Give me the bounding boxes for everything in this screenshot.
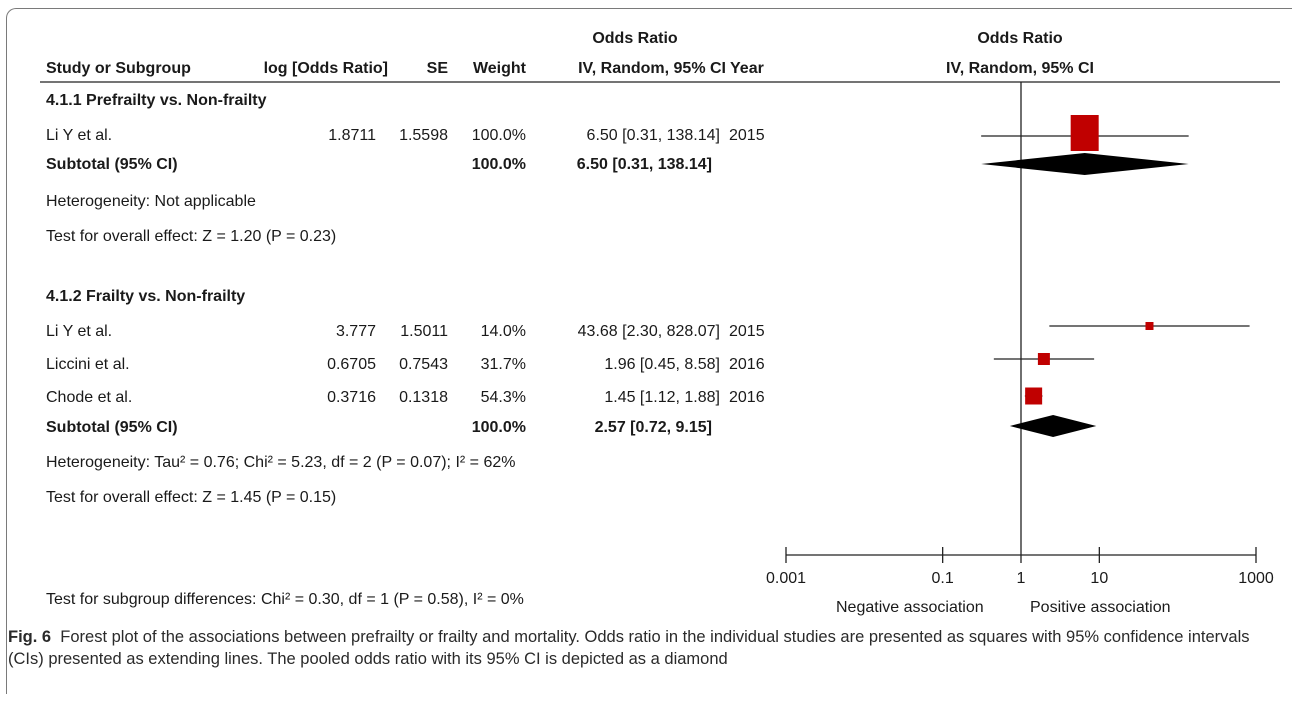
effect-square (1037, 353, 1050, 365)
figure-label: Fig. 6 (8, 628, 52, 646)
study-name: Li Y et al. (46, 323, 113, 340)
study-se: 1.5598 (399, 127, 448, 144)
study-logor: 1.8711 (328, 127, 376, 144)
subgroup-differences-text: Test for subgroup differences: Chi² = 0.… (46, 591, 524, 608)
subtotal-weight: 100.0% (471, 156, 526, 173)
study-logor: 3.777 (335, 323, 376, 340)
study-year: 2015 (729, 323, 765, 340)
study-weight: 31.7% (480, 356, 526, 373)
study-logor: 0.3716 (327, 389, 376, 406)
overall-effect-text: Test for overall effect: Z = 1.45 (P = 0… (46, 489, 337, 506)
col-header-year: Year (730, 60, 764, 77)
col-header-se: SE (426, 60, 448, 77)
subtotal-weight: 100.0% (471, 419, 526, 436)
pooled-diamond (981, 153, 1189, 175)
group-title: 4.1.2 Frailty vs. Non-frailty (46, 288, 246, 305)
x-tick-label: 10 (1090, 570, 1109, 587)
subtotal-label: Subtotal (95% CI) (46, 419, 178, 436)
figure-frame (6, 8, 1292, 694)
study-name: Liccini et al. (46, 356, 130, 373)
plot-header-ci: IV, Random, 95% CI (946, 60, 1094, 77)
group-title: 4.1.1 Prefrailty vs. Non-frailty (46, 92, 267, 109)
figure-caption: Fig. 6 Forest plot of the associations b… (8, 626, 1278, 670)
x-tick-label: 1 (1016, 570, 1026, 587)
plot-header-odds-ratio-top: Odds Ratio (977, 30, 1063, 47)
col-header-study: Study or Subgroup (46, 60, 191, 77)
study-ci: 43.68 [2.30, 828.07] (577, 323, 720, 340)
study-ci: 1.96 [0.45, 8.58] (604, 356, 720, 373)
col-header-odds-ratio-top: Odds Ratio (592, 30, 678, 47)
col-header-ci: IV, Random, 95% CI (578, 60, 726, 77)
subtotal-ci: 6.50 [0.31, 138.14] (576, 156, 712, 173)
x-tick-label: 0.001 (765, 570, 807, 587)
overall-effect-text: Test for overall effect: Z = 1.20 (P = 0… (46, 228, 337, 245)
study-name: Li Y et al. (46, 127, 113, 144)
study-se: 0.7543 (399, 356, 448, 373)
subtotal-ci: 2.57 [0.72, 9.15] (594, 419, 712, 436)
study-year: 2016 (729, 389, 765, 406)
x-tick-label: 1000 (1238, 570, 1274, 587)
study-weight: 14.0% (480, 323, 526, 340)
study-year: 2015 (729, 127, 765, 144)
pooled-diamond (1009, 415, 1097, 437)
col-header-weight: Weight (472, 60, 526, 77)
study-logor: 0.6705 (327, 356, 376, 373)
study-ci: 6.50 [0.31, 138.14] (586, 127, 720, 144)
subtotal-label: Subtotal (95% CI) (46, 156, 178, 173)
x-tick-label: 0.1 (931, 570, 954, 587)
study-weight: 100.0% (471, 127, 526, 144)
caption-text: Forest plot of the associations between … (8, 628, 1250, 668)
study-year: 2016 (729, 356, 765, 373)
study-se: 0.1318 (399, 389, 448, 406)
heterogeneity-text: Heterogeneity: Tau² = 0.76; Chi² = 5.23,… (46, 454, 516, 471)
effect-square (1025, 387, 1043, 405)
effect-square (1145, 322, 1154, 330)
col-header-logor: log [Odds Ratio] (263, 60, 388, 77)
study-name: Chode et al. (46, 389, 133, 406)
study-weight: 54.3% (480, 389, 526, 406)
study-ci: 1.45 [1.12, 1.88] (604, 389, 720, 406)
heterogeneity-text: Heterogeneity: Not applicable (46, 193, 256, 210)
negative-association-label: Negative association (836, 599, 984, 616)
study-se: 1.5011 (400, 323, 448, 340)
effect-square (1070, 115, 1099, 151)
positive-association-label: Positive association (1030, 599, 1171, 616)
